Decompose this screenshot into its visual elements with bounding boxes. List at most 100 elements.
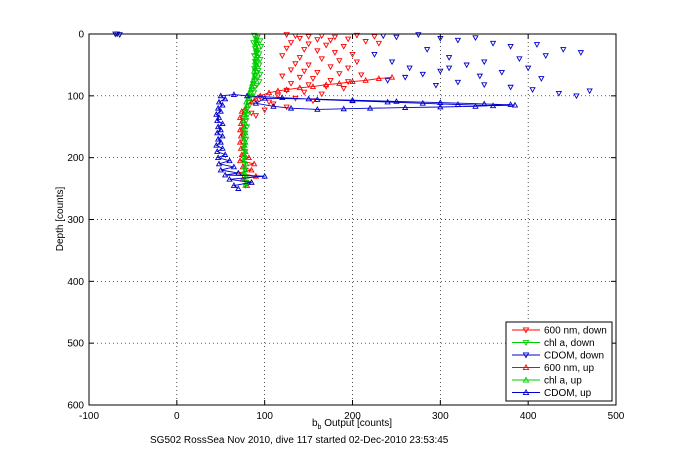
data-point [240,126,247,133]
data-point [249,87,256,93]
y-tick-label: 400 [67,277,84,288]
data-point [241,141,248,148]
legend-label: CDOM, up [544,388,592,399]
data-point [393,34,400,41]
data-point [215,160,223,167]
data-point [362,39,369,45]
x-axis-label-subscript: b [318,424,322,431]
data-point [217,126,224,133]
data-point [257,92,264,99]
data-point [314,69,321,76]
data-point [507,43,514,50]
data-point [253,39,260,46]
data-point [241,111,248,117]
x-tick-label: 500 [608,411,625,422]
legend-marker [522,376,530,383]
data-point [511,101,519,108]
x-tick-label: 200 [344,411,361,422]
data-point [283,86,290,93]
data-point [251,58,259,65]
data-point [238,107,245,114]
data-point [533,42,541,48]
data-point [252,61,260,68]
footer-note: SG502 RossSea Nov 2010, dive 117 started… [150,435,449,446]
data-point [375,75,383,81]
data-point [240,117,247,123]
data-point [301,89,308,96]
data-point [529,87,536,93]
y-tick-label: 0 [78,30,84,41]
x-tick-label: 400 [520,411,537,422]
data-point [371,52,378,58]
data-point [274,87,282,94]
data-point [292,61,299,68]
data-point [305,41,312,48]
x-axis-label-main: b [312,418,318,429]
data-point [235,185,242,191]
data-point [257,38,264,45]
x-tick-labels: -100 0 100 200 300 400 500 [79,411,625,422]
data-point [221,171,229,178]
legend-marker [522,363,530,371]
y-tick-label: 200 [67,153,84,164]
data-point [331,50,339,56]
x-tick-label: 300 [432,411,449,422]
data-point [305,82,312,89]
legend-label: 600 nm, down [544,326,607,337]
data-point [243,98,250,105]
data-point [336,71,343,77]
data-point [252,49,260,55]
data-point [283,32,290,38]
data-point [240,157,247,164]
data-point [243,160,250,167]
data-point [249,80,256,86]
data-point [241,132,248,139]
data-point [236,126,244,133]
data-point [248,179,255,185]
data-point [217,166,224,173]
data-point [287,40,295,46]
data-point [472,35,479,42]
data-point [219,101,226,108]
data-point [217,138,224,145]
data-point [437,103,444,110]
data-point [287,67,295,74]
legend-item: 600 nm, down [512,326,607,337]
y-tick-label: 500 [67,339,84,350]
data-point [318,91,325,98]
data-point [362,77,369,83]
data-point [230,163,238,170]
legend-marker [522,352,530,359]
legend-item: chl a, up [512,376,582,387]
data-point [296,55,303,61]
data-point [344,36,352,43]
data-point [240,145,247,151]
data-point [489,40,497,47]
data-point [296,74,303,81]
data-point [283,45,290,52]
data-point [525,65,532,72]
data-point [507,84,514,91]
data-point [214,148,221,154]
data-point [432,82,440,89]
data-point [252,36,260,43]
data-point [230,182,238,188]
data-point [242,166,249,173]
data-point [340,43,347,50]
data-point [327,37,334,44]
data-point [221,95,229,102]
data-point [214,117,221,123]
data-point [445,65,453,72]
data-point [454,79,462,86]
data-point [349,78,356,84]
data-point [344,65,352,72]
data-point [476,73,484,80]
data-point [388,73,396,80]
data-point [214,154,222,161]
data-point [296,35,303,42]
data-point [327,78,334,84]
data-point [256,79,263,85]
data-point [243,107,250,114]
data-point [322,81,330,88]
data-point [215,98,223,105]
